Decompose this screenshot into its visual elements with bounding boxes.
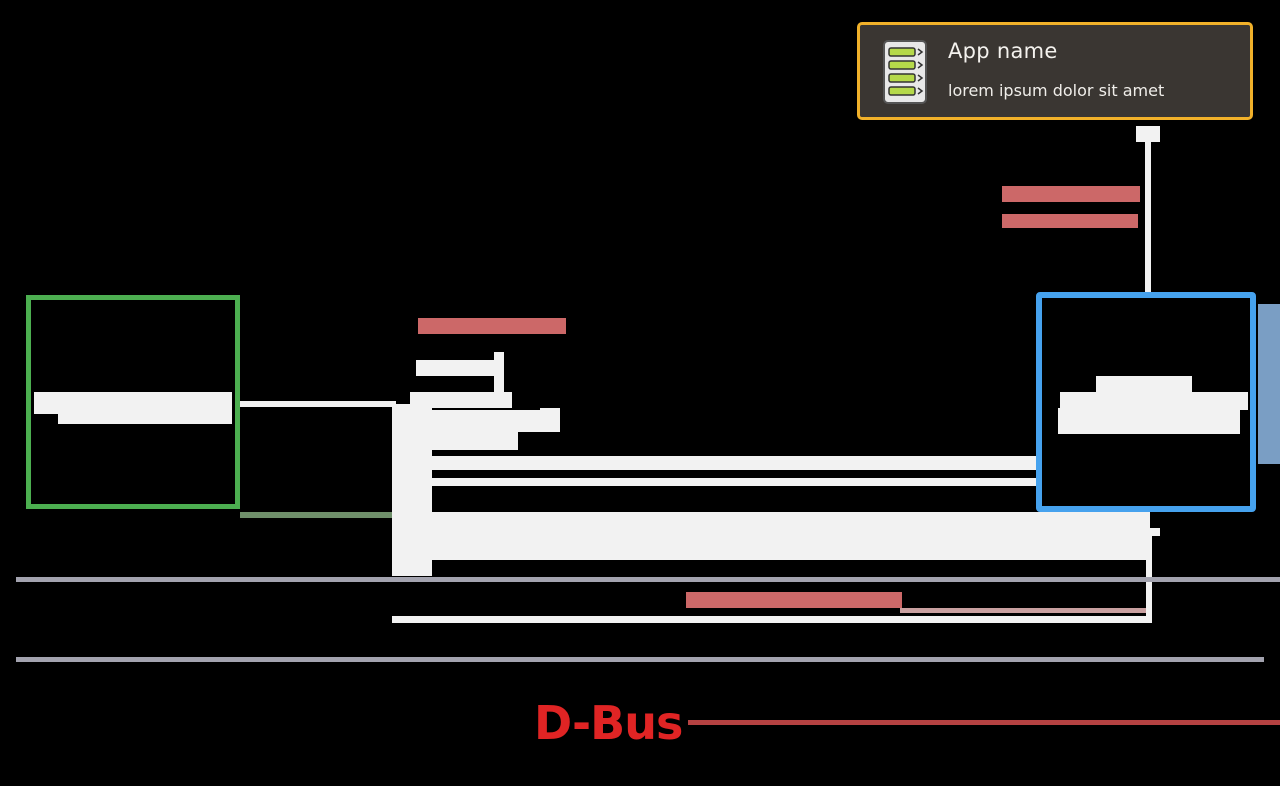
client-app-label-block (34, 392, 232, 414)
label-return-message (686, 592, 902, 608)
message-block-tick (1150, 528, 1160, 536)
call-label-e (540, 408, 560, 432)
label-show-notification-line2 (1002, 214, 1138, 228)
call-label-a (416, 360, 500, 376)
notification-message: lorem ipsum dolor sit amet (948, 81, 1165, 100)
message-block (404, 512, 1150, 560)
call-label-b (494, 352, 504, 392)
server-label-line2 (1060, 392, 1248, 410)
bus-line-bottom (16, 657, 1264, 662)
call-label-d (418, 410, 548, 432)
notification-app-name: App name (948, 39, 1058, 63)
connector-client-bottom (240, 512, 396, 518)
connector-client-right (240, 401, 396, 407)
server-label-line3 (1058, 408, 1240, 434)
call-label-f (430, 432, 518, 450)
message-arrow-2 (432, 478, 1036, 486)
list-app-icon (883, 40, 927, 104)
label-show-notification-line1 (1002, 186, 1140, 202)
server-label-line1 (1096, 376, 1192, 396)
notification-server-box (1036, 292, 1256, 512)
return-line-horizontal (392, 616, 1152, 623)
client-app-label-block2 (58, 412, 232, 424)
connector-notification (1136, 126, 1160, 142)
client-app-box (26, 295, 240, 509)
dbus-underline (688, 720, 1280, 725)
message-arrow-1 (432, 456, 1036, 470)
notification-card[interactable]: App name lorem ipsum dolor sit amet (857, 22, 1253, 120)
label-method-call (418, 318, 566, 334)
bus-line-top (16, 577, 1280, 582)
call-label-c (410, 392, 512, 408)
connector-vertical (1145, 142, 1151, 292)
dbus-label: D-Bus (534, 696, 683, 750)
label-return-underline (900, 608, 1146, 613)
server-side-strip (1258, 304, 1280, 464)
